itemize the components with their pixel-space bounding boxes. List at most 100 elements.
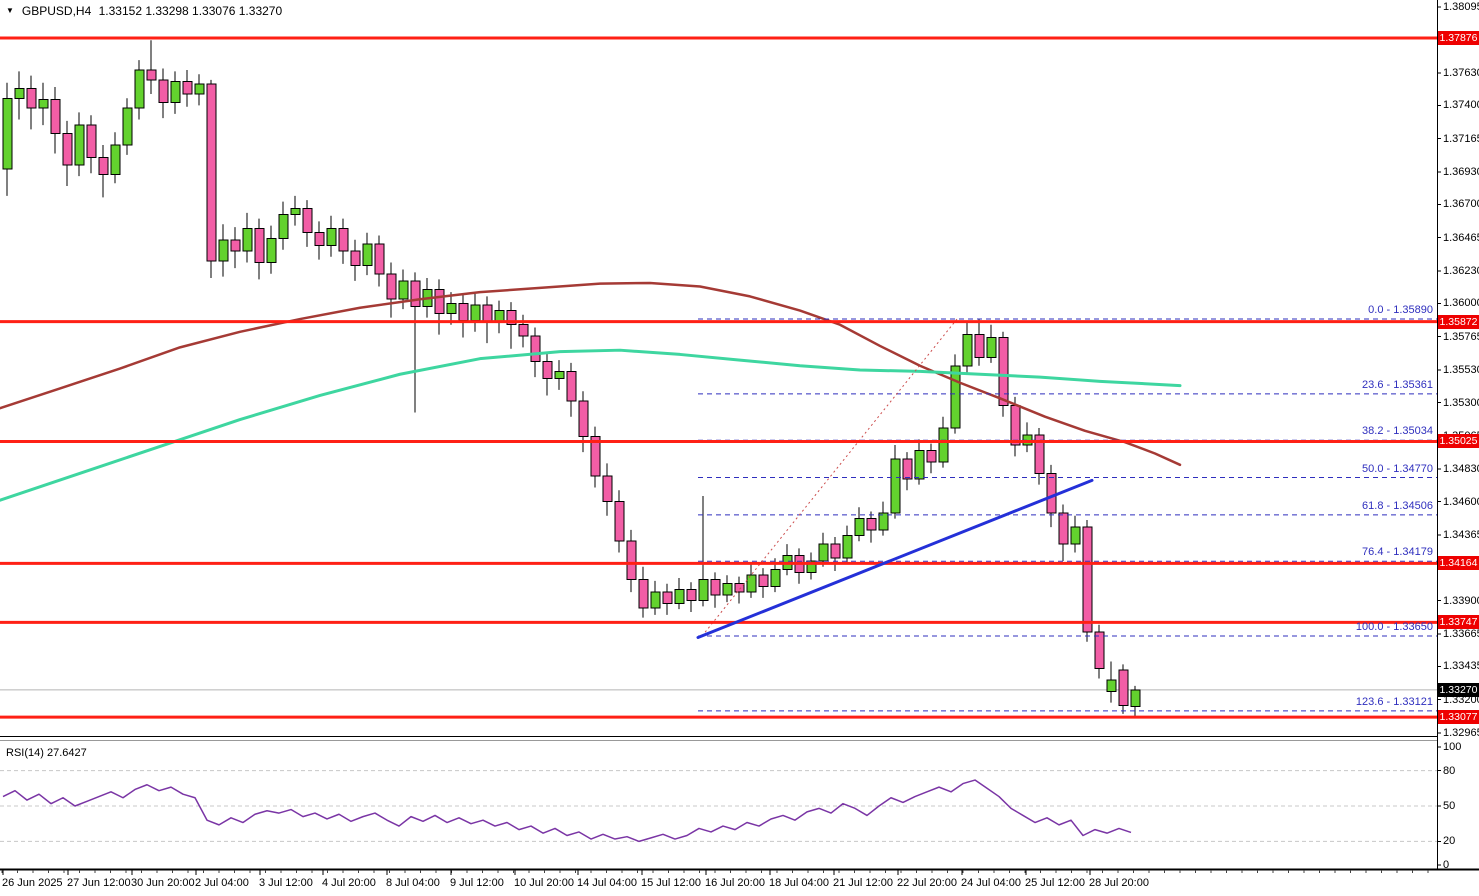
price-tick-label[interactable]: 1.36700 xyxy=(1443,198,1479,211)
candle xyxy=(230,239,241,252)
date-label[interactable]: 27 Jun 12:00 xyxy=(67,877,131,889)
rsi-tick-label[interactable]: 0 xyxy=(1443,859,1450,871)
candle xyxy=(926,450,937,463)
price-tick-label[interactable]: 1.35530 xyxy=(1443,364,1479,376)
candle xyxy=(338,227,349,252)
price-tick-label[interactable]: 1.35765 xyxy=(1443,330,1479,343)
current-price-badge: 1.33270 xyxy=(1438,682,1479,697)
date-label[interactable]: 15 Jul 12:00 xyxy=(641,877,701,889)
rsi-tick-label[interactable]: 80 xyxy=(1443,764,1456,777)
candle xyxy=(350,250,361,266)
candle xyxy=(1118,669,1129,706)
rsi-tick-label[interactable]: 20 xyxy=(1443,835,1456,848)
price-tick-label[interactable]: 1.37630 xyxy=(1443,66,1479,79)
rsi-tick-label[interactable]: 100 xyxy=(1443,741,1462,753)
candle xyxy=(638,578,649,609)
candle xyxy=(242,227,253,252)
price-tick-label[interactable]: 1.34600 xyxy=(1443,495,1479,508)
candle xyxy=(446,302,457,314)
price-tick-label[interactable]: 1.33665 xyxy=(1443,627,1479,640)
candle xyxy=(854,518,865,537)
candle xyxy=(458,302,469,321)
sr-lines xyxy=(0,36,1437,719)
candle xyxy=(1034,434,1045,474)
candle xyxy=(1130,689,1141,708)
price-tick-label[interactable]: 1.33435 xyxy=(1443,660,1479,673)
date-label[interactable]: 2 Jul 04:00 xyxy=(195,877,249,889)
candle xyxy=(590,436,601,477)
date-label[interactable]: 14 Jul 04:00 xyxy=(577,877,637,889)
candle xyxy=(386,273,397,300)
candle xyxy=(722,583,733,596)
candle xyxy=(758,574,769,588)
candle xyxy=(290,208,301,215)
candle xyxy=(2,97,13,170)
price-tick-label[interactable]: 1.35300 xyxy=(1443,396,1479,409)
candle xyxy=(326,227,337,246)
candle xyxy=(626,540,637,580)
date-label[interactable]: 18 Jul 04:00 xyxy=(769,877,829,889)
date-label[interactable]: 30 Jun 20:00 xyxy=(131,877,195,889)
price-tick-label[interactable]: 1.34830 xyxy=(1443,463,1479,476)
candle xyxy=(950,365,961,429)
price-tick-label[interactable]: 1.36930 xyxy=(1443,165,1479,178)
price-tick-label[interactable]: 1.34365 xyxy=(1443,528,1479,541)
date-label[interactable]: 26 Jun 2025 xyxy=(2,877,63,889)
candle xyxy=(146,69,157,81)
candle xyxy=(98,157,109,176)
price-tick-label[interactable]: 1.36465 xyxy=(1443,231,1479,244)
candle xyxy=(698,578,709,602)
date-label[interactable]: 21 Jul 12:00 xyxy=(833,877,893,889)
price-tick-label[interactable]: 1.32965 xyxy=(1443,727,1479,739)
fib-level-label: 100.0 - 1.33650 xyxy=(1355,621,1433,634)
price-tick-label[interactable]: 1.37165 xyxy=(1443,132,1479,145)
date-label[interactable]: 10 Jul 20:00 xyxy=(514,877,574,889)
fib-level-label: 50.0 - 1.34770 xyxy=(1362,462,1433,475)
fib-level-label: 38.2 - 1.35034 xyxy=(1362,425,1433,438)
candle xyxy=(938,427,949,463)
rsi-indicator-label: RSI(14) 27.6427 xyxy=(6,747,87,759)
candle xyxy=(62,133,73,166)
candle xyxy=(890,458,901,514)
price-tick-label[interactable]: 1.38095 xyxy=(1443,1,1479,13)
candles-layer xyxy=(2,40,1141,718)
date-label[interactable]: 8 Jul 04:00 xyxy=(386,877,440,889)
chart-dropdown-arrow-icon[interactable]: ▼ xyxy=(6,6,14,15)
date-label[interactable]: 9 Jul 12:00 xyxy=(450,877,504,889)
candle xyxy=(434,288,445,314)
candle xyxy=(74,124,85,166)
candle xyxy=(602,475,613,503)
price-badge-resistance: 1.35025 xyxy=(1438,434,1479,449)
fib-level-label: 76.4 - 1.34179 xyxy=(1362,546,1433,559)
price-badge-resistance: 1.37876 xyxy=(1438,30,1479,45)
candle xyxy=(974,334,985,358)
candle xyxy=(122,107,133,146)
candle xyxy=(566,370,577,402)
candle xyxy=(218,239,229,262)
chart-header: ▼ GBPUSD,H4 1.33152 1.33298 1.33076 1.332… xyxy=(6,4,286,18)
rsi-line xyxy=(2,779,1132,843)
candle xyxy=(554,370,565,379)
trendline xyxy=(696,478,1094,639)
candle xyxy=(662,591,673,605)
price-badge-resistance: 1.33077 xyxy=(1438,710,1479,725)
price-tick-label[interactable]: 1.36000 xyxy=(1443,297,1479,310)
date-label[interactable]: 16 Jul 20:00 xyxy=(705,877,765,889)
rsi-tick-label[interactable]: 50 xyxy=(1443,800,1456,812)
price-tick-label[interactable]: 1.37400 xyxy=(1443,99,1479,112)
candle xyxy=(1082,526,1093,633)
date-label[interactable]: 25 Jul 12:00 xyxy=(1025,877,1085,889)
date-label[interactable]: 22 Jul 20:00 xyxy=(897,877,957,889)
date-label[interactable]: 3 Jul 12:00 xyxy=(259,877,313,889)
price-tick-label[interactable]: 1.36230 xyxy=(1443,264,1479,277)
rsi-pane[interactable] xyxy=(0,770,1437,843)
candle xyxy=(362,243,373,266)
price-tick-label[interactable]: 1.33900 xyxy=(1443,594,1479,607)
candle xyxy=(650,591,661,609)
candle xyxy=(302,208,313,234)
date-label[interactable]: 28 Jul 20:00 xyxy=(1089,877,1149,889)
date-label[interactable]: 4 Jul 20:00 xyxy=(322,877,376,889)
date-label[interactable]: 24 Jul 04:00 xyxy=(961,877,1021,889)
candle xyxy=(674,588,685,605)
